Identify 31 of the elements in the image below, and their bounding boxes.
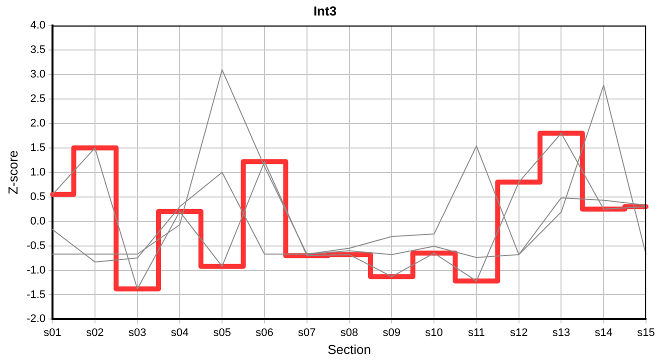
x-tick-label: s02 [86,326,104,339]
y-tick-label: 0.5 [30,190,46,203]
x-tick-label: s04 [170,326,189,339]
x-tick-label: s05 [213,326,231,339]
x-tick-label: s12 [510,326,528,339]
y-tick-label: 2.5 [30,93,46,106]
x-tick-label: s03 [128,326,146,339]
x-tick-label: s08 [340,326,358,339]
y-tick-label: -1.5 [26,288,46,301]
x-tick-label: s15 [637,326,655,339]
x-tick-label: s13 [552,326,570,339]
x-tick-label: s14 [594,326,612,339]
y-tick-label: 4.0 [30,20,46,32]
y-tick-label: 0.0 [30,215,46,228]
x-tick-label: s07 [298,326,316,339]
x-tick-label: s11 [468,326,485,339]
y-tick-label: 1.0 [30,166,46,178]
y-tick-label: -2.0 [26,313,46,326]
y-tick-label: 1.5 [30,142,46,154]
y-tick-label: 3.0 [30,68,46,81]
x-tick-label: s06 [256,326,274,339]
x-axis-title: Section [328,342,371,357]
y-tick-label: 2.0 [30,118,46,130]
x-tick-label: s10 [425,326,443,339]
y-axis-title: Z-score [5,150,20,194]
chart-title: Int3 [313,3,337,18]
x-tick-label: s01 [44,326,62,339]
y-tick-label: 3.5 [30,44,46,56]
y-tick-label: -1.0 [26,264,46,276]
y-tick-label: -0.5 [26,240,46,252]
x-tick-label: s09 [382,326,401,339]
